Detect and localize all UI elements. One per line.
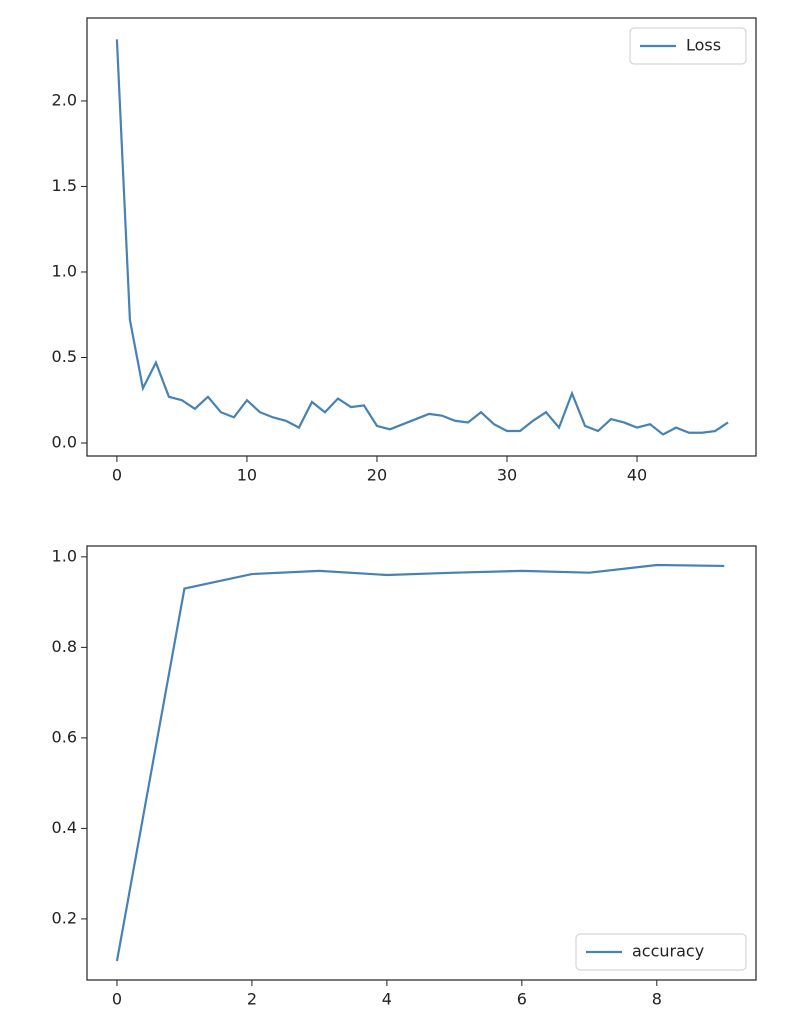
- x-tick-label: 0: [112, 466, 122, 485]
- y-tick-label: 1.5: [52, 176, 77, 195]
- line-series: [115, 563, 725, 962]
- y-tick-label: 2.0: [52, 90, 77, 109]
- legend-box: [575, 933, 747, 971]
- y-tick-label: 0.2: [52, 908, 77, 927]
- y-tick-label: 0.8: [52, 637, 77, 656]
- y-tick-label: 0.4: [52, 818, 77, 837]
- legend-box: [629, 27, 747, 65]
- y-tick-label: 1.0: [52, 546, 77, 565]
- x-tick-label: 2: [247, 990, 257, 1009]
- x-tick-label: 40: [627, 466, 647, 485]
- legend-label: accuracy: [632, 942, 704, 961]
- y-tick-label: 0.6: [52, 727, 77, 746]
- y-tick-label: 0.5: [52, 347, 77, 366]
- x-tick-label: 30: [497, 466, 517, 485]
- y-tick-label: 0.0: [52, 433, 77, 452]
- plot-area: [86, 17, 757, 457]
- x-tick-label: 6: [517, 990, 527, 1009]
- x-tick-label: 20: [367, 466, 387, 485]
- y-tick-label: 1.0: [52, 261, 77, 280]
- line-series: [115, 39, 729, 436]
- legend-label: Loss: [686, 36, 721, 55]
- plot-area: [86, 545, 757, 981]
- x-tick-label: 0: [112, 990, 122, 1009]
- x-tick-label: 10: [237, 466, 257, 485]
- x-tick-label: 4: [382, 990, 392, 1009]
- x-tick-label: 8: [652, 990, 662, 1009]
